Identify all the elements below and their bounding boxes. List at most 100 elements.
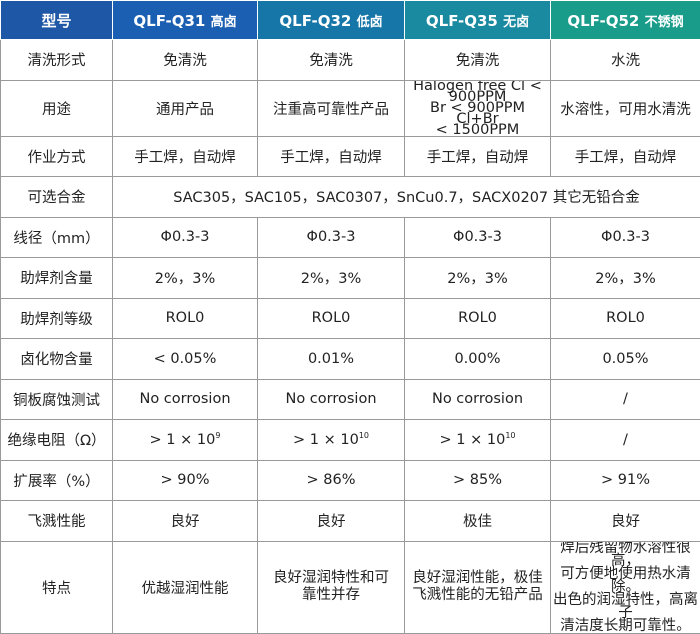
row-label-feature: 特点 bbox=[1, 541, 113, 633]
cell-clean-q31: 免清洗 bbox=[113, 40, 258, 81]
cell-use-q35: Halogen free Cl < 900PPM Br < 900PPM Cl+… bbox=[405, 80, 551, 136]
cell-spread-q52: > 91% bbox=[551, 460, 700, 501]
cell-spatter-q52: 良好 bbox=[551, 501, 700, 542]
row-label-use: 用途 bbox=[1, 80, 113, 136]
row-grade: 助焊剂等级 ROL0 ROL0 ROL0 ROL0 bbox=[1, 298, 700, 339]
header-q52: QLF-Q52 不锈钢 bbox=[551, 1, 700, 40]
header-label: 型号 bbox=[1, 1, 113, 40]
cell-use-q32: 注重高可靠性产品 bbox=[258, 80, 405, 136]
row-spatter: 飞溅性能 良好 良好 极佳 良好 bbox=[1, 501, 700, 542]
cell-feature-q52-line1: 焊后残留物水溶性很高， bbox=[553, 542, 698, 568]
row-label-insulation: 绝缘电阻（Ω） bbox=[1, 420, 113, 461]
cell-method-q35: 手工焊，自动焊 bbox=[405, 136, 551, 177]
cell-grade-q35: ROL0 bbox=[405, 298, 551, 339]
cell-feature-q52-line4: 清洁度长期可靠性。 bbox=[553, 620, 698, 633]
cell-feature-q35-line1: 良好湿润性能，极佳 bbox=[407, 570, 548, 587]
cell-corrosion-q31: No corrosion bbox=[113, 379, 258, 420]
cell-insulation-q35: > 1 × 1010 bbox=[405, 420, 551, 461]
cell-method-q31: 手工焊，自动焊 bbox=[113, 136, 258, 177]
cell-insulation-q35-exp: 10 bbox=[505, 431, 515, 440]
cell-spread-q35: > 85% bbox=[405, 460, 551, 501]
row-method: 作业方式 手工焊，自动焊 手工焊，自动焊 手工焊，自动焊 手工焊，自动焊 bbox=[1, 136, 700, 177]
cell-feature-q35-line2: 飞溅性能的无铅产品 bbox=[407, 587, 548, 604]
row-use: 用途 通用产品 注重高可靠性产品 Halogen free Cl < 900PP… bbox=[1, 80, 700, 136]
cell-flux-q52: 2%，3% bbox=[551, 258, 700, 299]
cell-clean-q32: 免清洗 bbox=[258, 40, 405, 81]
cell-spatter-q35: 极佳 bbox=[405, 501, 551, 542]
cell-grade-q52: ROL0 bbox=[551, 298, 700, 339]
cell-feature-q35: 良好湿润性能，极佳 飞溅性能的无铅产品 bbox=[405, 541, 551, 633]
cell-insulation-q35-base: > 1 × 10 bbox=[440, 432, 506, 448]
cell-feature-q31: 优越湿润性能 bbox=[113, 541, 258, 633]
cell-insulation-q32-base: > 1 × 10 bbox=[293, 432, 359, 448]
cell-feature-q52-line3: 出色的润湿特性，高离子 bbox=[553, 594, 698, 620]
cell-spatter-q31: 良好 bbox=[113, 501, 258, 542]
header-q31-suffix: 高卤 bbox=[211, 15, 237, 30]
row-clean: 清洗形式 免清洗 免清洗 免清洗 水洗 bbox=[1, 40, 700, 81]
cell-flux-q31: 2%，3% bbox=[113, 258, 258, 299]
cell-diameter-q52: Φ0.3-3 bbox=[551, 217, 700, 258]
header-q35-model: QLF-Q35 bbox=[426, 12, 498, 30]
cell-grade-q32: ROL0 bbox=[258, 298, 405, 339]
cell-diameter-q31: Φ0.3-3 bbox=[113, 217, 258, 258]
cell-flux-q32: 2%，3% bbox=[258, 258, 405, 299]
cell-method-q52: 手工焊，自动焊 bbox=[551, 136, 700, 177]
header-q35: QLF-Q35 无卤 bbox=[405, 1, 551, 40]
row-feature: 特点 优越湿润性能 良好湿润特性和可 靠性并存 良好湿润性能，极佳 飞溅性能的无… bbox=[1, 541, 700, 633]
cell-insulation-q32-exp: 10 bbox=[359, 431, 369, 440]
cell-feature-q52-line2: 可方便地使用热水清除。 bbox=[553, 568, 698, 594]
cell-insulation-q31-base: > 1 × 10 bbox=[150, 432, 216, 448]
row-diameter: 线径（mm） Φ0.3-3 Φ0.3-3 Φ0.3-3 Φ0.3-3 bbox=[1, 217, 700, 258]
row-label-spread: 扩展率（%） bbox=[1, 460, 113, 501]
header-q31-model: QLF-Q31 bbox=[133, 12, 205, 30]
header-q31: QLF-Q31 高卤 bbox=[113, 1, 258, 40]
cell-halide-q35: 0.00% bbox=[405, 339, 551, 380]
cell-use-q52: 水溶性，可用水清洗 bbox=[551, 80, 700, 136]
cell-spread-q32: > 86% bbox=[258, 460, 405, 501]
header-q35-suffix: 无卤 bbox=[503, 15, 529, 30]
row-corrosion: 铜板腐蚀测试 No corrosion No corrosion No corr… bbox=[1, 379, 700, 420]
row-label-clean: 清洗形式 bbox=[1, 40, 113, 81]
cell-feature-q32: 良好湿润特性和可 靠性并存 bbox=[258, 541, 405, 633]
header-q32-model: QLF-Q32 bbox=[279, 12, 351, 30]
cell-feature-q52: 焊后残留物水溶性很高， 可方便地使用热水清除。 出色的润湿特性，高离子 清洁度长… bbox=[551, 541, 700, 633]
row-label-alloy: 可选合金 bbox=[1, 177, 113, 218]
row-halide: 卤化物含量 < 0.05% 0.01% 0.00% 0.05% bbox=[1, 339, 700, 380]
row-label-diameter: 线径（mm） bbox=[1, 217, 113, 258]
cell-diameter-q35: Φ0.3-3 bbox=[405, 217, 551, 258]
row-insulation: 绝缘电阻（Ω） > 1 × 109 > 1 × 1010 > 1 × 1010 … bbox=[1, 420, 700, 461]
cell-feature-q32-line2: 靠性并存 bbox=[260, 587, 402, 604]
cell-insulation-q52: / bbox=[551, 420, 700, 461]
cell-spatter-q32: 良好 bbox=[258, 501, 405, 542]
row-flux: 助焊剂含量 2%，3% 2%，3% 2%，3% 2%，3% bbox=[1, 258, 700, 299]
cell-halide-q52: 0.05% bbox=[551, 339, 700, 380]
cell-flux-q35: 2%，3% bbox=[405, 258, 551, 299]
cell-corrosion-q52: / bbox=[551, 379, 700, 420]
cell-method-q32: 手工焊，自动焊 bbox=[258, 136, 405, 177]
cell-use-q31: 通用产品 bbox=[113, 80, 258, 136]
row-label-corrosion: 铜板腐蚀测试 bbox=[1, 379, 113, 420]
cell-spread-q31: > 90% bbox=[113, 460, 258, 501]
header-q32-suffix: 低卤 bbox=[357, 15, 383, 30]
row-spread: 扩展率（%） > 90% > 86% > 85% > 91% bbox=[1, 460, 700, 501]
row-label-grade: 助焊剂等级 bbox=[1, 298, 113, 339]
cell-clean-q52: 水洗 bbox=[551, 40, 700, 81]
header-q52-suffix: 不锈钢 bbox=[645, 15, 684, 30]
cell-halide-q31: < 0.05% bbox=[113, 339, 258, 380]
row-alloy: 可选合金 SAC305，SAC105，SAC0307，SnCu0.7，SACX0… bbox=[1, 177, 700, 218]
header-row: 型号 QLF-Q31 高卤 QLF-Q32 低卤 QLF-Q35 无卤 QLF-… bbox=[1, 1, 700, 40]
cell-insulation-q32: > 1 × 1010 bbox=[258, 420, 405, 461]
row-label-spatter: 飞溅性能 bbox=[1, 501, 113, 542]
cell-alloy-value: SAC305，SAC105，SAC0307，SnCu0.7，SACX0207 其… bbox=[113, 177, 700, 218]
cell-halide-q32: 0.01% bbox=[258, 339, 405, 380]
row-label-method: 作业方式 bbox=[1, 136, 113, 177]
header-q32: QLF-Q32 低卤 bbox=[258, 1, 405, 40]
cell-feature-q32-line1: 良好湿润特性和可 bbox=[260, 570, 402, 587]
cell-insulation-q31: > 1 × 109 bbox=[113, 420, 258, 461]
cell-insulation-q31-exp: 9 bbox=[215, 431, 220, 440]
row-label-flux: 助焊剂含量 bbox=[1, 258, 113, 299]
cell-corrosion-q32: No corrosion bbox=[258, 379, 405, 420]
cell-grade-q31: ROL0 bbox=[113, 298, 258, 339]
cell-corrosion-q35: No corrosion bbox=[405, 379, 551, 420]
